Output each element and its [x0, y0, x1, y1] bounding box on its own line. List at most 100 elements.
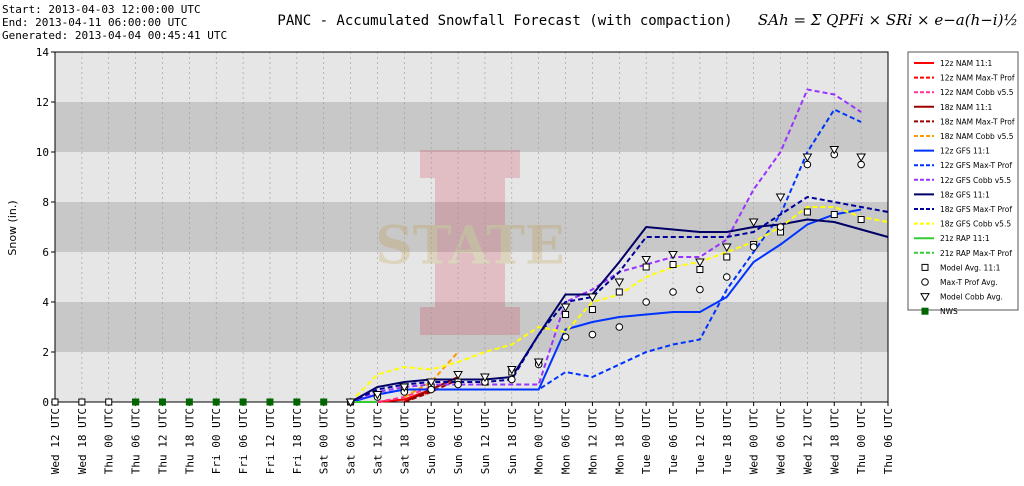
legend-label: Max-T Prof Avg.	[940, 278, 998, 287]
y-tick-label: 4	[42, 296, 49, 309]
marker-triangle	[748, 218, 759, 228]
x-tick-label: Thu 06 UTC	[882, 408, 895, 474]
marker-circle	[722, 273, 731, 281]
x-tick-label: Tue 00 UTC	[640, 408, 653, 474]
x-tick-label: Mon 12 UTC	[586, 408, 599, 474]
marker-triangle	[506, 366, 517, 375]
legend-label: 12z NAM Max-T Prof	[940, 74, 1015, 83]
legend-label: 18z NAM Cobb v5.5	[940, 132, 1014, 141]
marker-circle	[508, 375, 516, 384]
x-tick-label: Sat 18 UTC	[398, 408, 411, 474]
legend-label: 12z NAM 11:1	[940, 59, 993, 68]
marker-square	[669, 261, 677, 268]
info-end: End: 2013-04-11 06:00:00 UTC	[2, 16, 187, 29]
x-tick-label: Sun 12 UTC	[479, 408, 492, 474]
marker-triangle	[668, 251, 678, 260]
watermark-i-bottom	[420, 307, 520, 335]
legend-label: 18z GFS Max-T Prof	[940, 205, 1012, 214]
x-tick-label: Wed 12 UTC	[801, 408, 814, 474]
marker-filled-square	[921, 307, 929, 315]
marker-filled-square	[132, 398, 140, 406]
watermark-i-top	[420, 150, 520, 178]
legend-label: Model Avg. 11:1	[940, 263, 1001, 272]
x-tick-label: Fri 00 UTC	[210, 408, 223, 474]
legend-label: 18z GFS Cobb v5.5	[940, 220, 1011, 229]
x-tick-label: Sun 00 UTC	[425, 408, 438, 474]
marker-square	[51, 398, 59, 406]
x-tick-label: Thu 18 UTC	[183, 408, 196, 474]
legend-label: 12z GFS Cobb v5.5	[940, 176, 1011, 185]
marker-triangle	[920, 293, 930, 302]
legend-label: 18z GFS 11:1	[940, 190, 990, 199]
legend-label: NWS	[940, 307, 958, 316]
marker-circle	[803, 160, 812, 169]
marker-circle	[454, 380, 462, 389]
grid-band	[55, 302, 888, 352]
marker-circle	[776, 223, 785, 231]
chart-title: PANC - Accumulated Snowfall Forecast (wi…	[277, 13, 732, 29]
y-axis-label: Snow (in.)	[6, 200, 19, 255]
marker-triangle	[802, 153, 813, 163]
marker-square	[562, 311, 570, 318]
marker-circle	[642, 298, 650, 306]
series-line	[350, 218, 889, 403]
x-tick-label: Wed 12 UTC	[49, 408, 62, 474]
series-line	[403, 351, 459, 398]
marker-triangle	[695, 258, 705, 268]
marker-circle	[696, 285, 704, 294]
marker-square	[921, 263, 929, 271]
series-line	[350, 108, 862, 403]
marker-triangle	[533, 358, 544, 368]
marker-triangle	[399, 383, 410, 393]
marker-circle	[427, 385, 435, 394]
series-line	[350, 208, 862, 403]
marker-triangle	[453, 371, 463, 380]
y-tick-label: 6	[42, 246, 49, 259]
x-tick-label: Thu 00 UTC	[855, 408, 868, 474]
marker-circle	[749, 243, 758, 251]
legend-label: 21z RAP 11:1	[940, 234, 990, 243]
x-tick-label: Mon 06 UTC	[560, 408, 573, 474]
marker-square	[78, 398, 86, 406]
x-tick-label: Fri 18 UTC	[291, 408, 304, 474]
marker-square	[803, 208, 811, 216]
marker-square	[642, 263, 650, 271]
marker-circle	[921, 278, 929, 286]
y-tick-label: 12	[36, 96, 49, 109]
x-tick-label: Fri 12 UTC	[264, 408, 277, 474]
marker-filled-square	[185, 398, 193, 406]
marker-square	[830, 211, 838, 218]
legend-label: 21z RAP Max-T Prof	[940, 249, 1012, 258]
y-tick-label: 0	[42, 396, 49, 409]
x-tick-label: Mon 00 UTC	[533, 408, 546, 474]
marker-triangle	[614, 278, 625, 288]
x-tick-label: Tue 18 UTC	[721, 408, 734, 474]
y-tick-label: 2	[42, 346, 49, 359]
info-generated: Generated: 2013-04-04 00:45:41 UTC	[2, 29, 227, 42]
x-tick-label: Mon 18 UTC	[613, 408, 626, 474]
x-tick-label: Fri 06 UTC	[237, 408, 250, 474]
marker-square	[105, 398, 113, 406]
formula: SAh = Σ QPFi × SRi × e−a(h−i)½	[758, 11, 1018, 29]
x-tick-label: Wed 18 UTC	[828, 408, 841, 474]
marker-square	[615, 288, 623, 296]
marker-square	[696, 266, 704, 273]
y-tick-label: 10	[36, 146, 49, 159]
grid-band	[55, 102, 888, 152]
marker-circle	[561, 333, 570, 341]
x-tick-label: Tue 06 UTC	[667, 408, 680, 474]
marker-square	[588, 306, 596, 313]
marker-square	[857, 216, 865, 223]
x-tick-label: Wed 06 UTC	[775, 408, 788, 474]
series-line	[350, 195, 889, 403]
series-line	[350, 88, 862, 403]
x-tick-label: Wed 18 UTC	[76, 408, 89, 474]
legend-label: 18z NAM 11:1	[940, 103, 993, 112]
x-tick-label: Thu 00 UTC	[103, 408, 116, 474]
legend-label: 12z GFS Max-T Prof	[940, 161, 1012, 170]
marker-circle	[588, 330, 597, 339]
marker-triangle	[345, 398, 356, 408]
watermark: STATE	[375, 150, 565, 335]
marker-square	[723, 253, 731, 261]
